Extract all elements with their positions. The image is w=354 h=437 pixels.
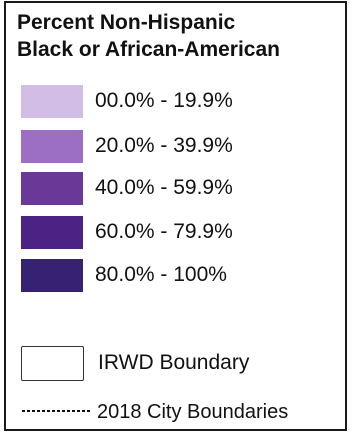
- legend-range-label-0: 00.0% - 19.9%: [95, 89, 233, 112]
- legend-range-label-4: 80.0% - 100%: [95, 263, 227, 286]
- city-boundaries-label: 2018 City Boundaries: [97, 401, 289, 423]
- legend-title: Percent Non-Hispanic Black or African-Am…: [17, 9, 280, 63]
- city-boundary-dashed-line-symbol: [22, 410, 90, 412]
- legend-class-1: 20.0% - 39.9%: [21, 130, 341, 164]
- legend-swatch-4: [21, 259, 83, 292]
- legend-title-line-1: Percent Non-Hispanic: [17, 11, 236, 34]
- legend-city-boundaries: 2018 City Boundaries: [21, 398, 346, 428]
- legend-swatch-0: [21, 85, 83, 118]
- legend-class-2: 40.0% - 59.9%: [21, 172, 341, 206]
- map-legend: Percent Non-Hispanic Black or African-Am…: [4, 1, 347, 431]
- legend-class-3: 60.0% - 79.9%: [21, 216, 341, 250]
- legend-irwd-boundary: IRWD Boundary: [21, 346, 341, 382]
- legend-range-label-1: 20.0% - 39.9%: [95, 134, 233, 157]
- irwd-boundary-label: IRWD Boundary: [98, 351, 250, 374]
- legend-class-4: 80.0% - 100%: [21, 259, 341, 293]
- legend-title-line-2: Black or African-American: [17, 38, 280, 61]
- legend-range-label-3: 60.0% - 79.9%: [95, 220, 233, 243]
- irwd-boundary-symbol: [21, 346, 84, 381]
- legend-class-0: 00.0% - 19.9%: [21, 85, 341, 119]
- legend-range-label-2: 40.0% - 59.9%: [95, 176, 233, 199]
- legend-swatch-1: [21, 130, 83, 163]
- legend-swatch-2: [21, 172, 83, 205]
- legend-swatch-3: [21, 216, 83, 249]
